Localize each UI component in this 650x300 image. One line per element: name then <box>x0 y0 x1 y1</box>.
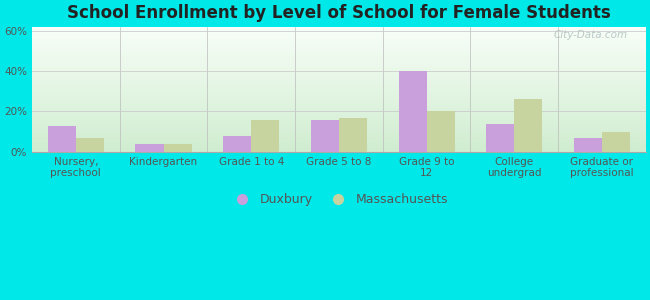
Bar <box>398 71 426 152</box>
Bar <box>223 136 252 152</box>
Bar <box>252 120 280 152</box>
Title: School Enrollment by Level of School for Female Students: School Enrollment by Level of School for… <box>67 4 611 22</box>
Bar <box>426 112 455 152</box>
Bar <box>339 118 367 152</box>
Legend: Duxbury, Massachusetts: Duxbury, Massachusetts <box>225 188 453 211</box>
Text: City-Data.com: City-Data.com <box>553 30 627 40</box>
Bar <box>135 144 164 152</box>
Bar <box>48 126 76 152</box>
Bar <box>486 124 514 152</box>
Bar <box>574 138 602 152</box>
Bar <box>514 99 542 152</box>
Bar <box>311 120 339 152</box>
Bar <box>164 144 192 152</box>
Bar <box>76 138 104 152</box>
Bar <box>602 132 630 152</box>
